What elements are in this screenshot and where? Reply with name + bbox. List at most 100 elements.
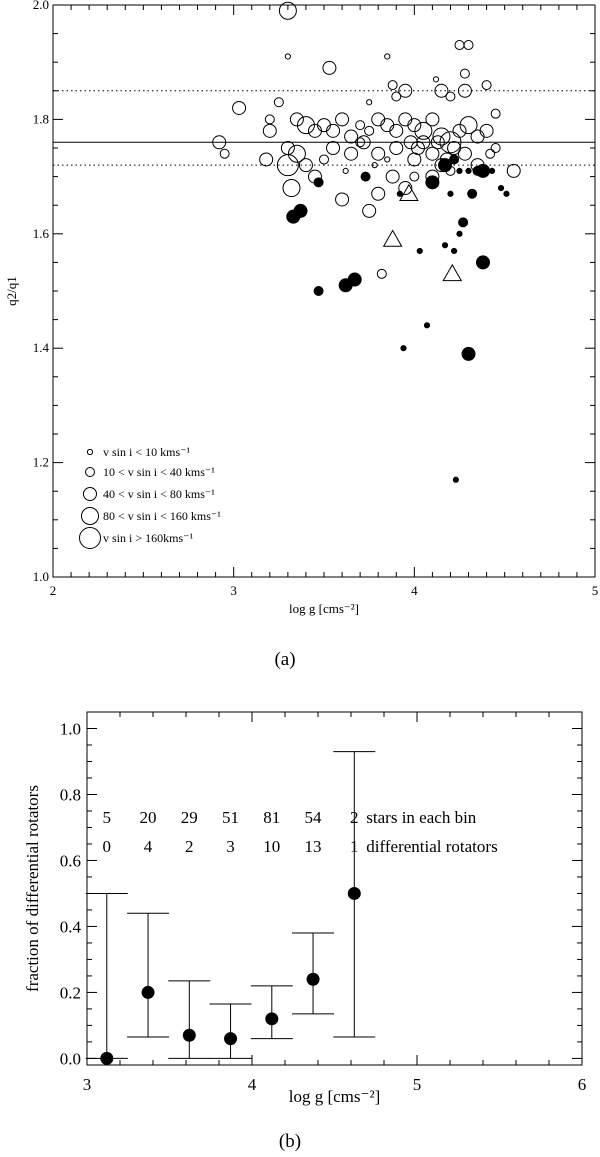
panel-b-caption: (b) xyxy=(279,1131,301,1152)
filled-circle-point xyxy=(360,171,371,182)
filled-circle-point xyxy=(456,230,463,237)
filled-circle-point xyxy=(475,163,490,178)
legend-symbol xyxy=(79,527,101,549)
open-circle-point xyxy=(389,141,404,155)
open-circle-point xyxy=(385,169,400,184)
stars-count: 20 xyxy=(140,808,157,827)
open-circle-point xyxy=(307,123,322,138)
open-circle-point xyxy=(371,112,386,127)
x-tick-label: 6 xyxy=(578,1075,587,1094)
y-tick-label: 2.0 xyxy=(33,0,49,12)
open-circle-point xyxy=(452,123,467,138)
open-circle-point xyxy=(282,179,301,198)
open-circle-point xyxy=(432,127,451,146)
open-circle-point xyxy=(407,118,422,133)
open-circle-point xyxy=(326,123,341,138)
open-circle-point xyxy=(335,112,350,127)
open-circle-point xyxy=(463,40,474,51)
open-circle-point xyxy=(364,125,375,136)
open-circle-point xyxy=(398,112,413,127)
filled-circle-point xyxy=(447,190,454,197)
stars-row-label: stars in each bin xyxy=(366,808,476,827)
legend-entry: v sin i > 160kms⁻¹ xyxy=(103,531,193,545)
open-circle-point xyxy=(389,123,404,138)
open-circle-point xyxy=(344,129,359,144)
open-circle-point xyxy=(296,116,315,135)
open-circle-point xyxy=(212,135,227,150)
legend-symbol xyxy=(81,507,99,525)
y-tick-label: 0.2 xyxy=(60,983,81,1002)
open-circle-point xyxy=(403,135,418,150)
x-tick-label: 2 xyxy=(50,583,57,598)
open-circle-point xyxy=(371,146,386,161)
panel-b-errorbar-plot: 3 4 5 60.00.20.40.60.81.0 5 20 29 51 81 54 20 4 2 3 1… xyxy=(23,711,587,1152)
open-circle-point xyxy=(262,123,277,138)
filled-circle-point xyxy=(461,346,476,361)
open-circle-point xyxy=(380,118,395,133)
open-circle-point xyxy=(276,154,299,177)
open-circle-point xyxy=(410,141,425,155)
open-circle-point xyxy=(445,91,456,102)
panel-a-legend: v sin i < 10 kms⁻¹ 10 < v sin i < 40 kms⁻… xyxy=(79,445,221,549)
open-circle-point xyxy=(387,80,398,91)
open-circle-point xyxy=(259,152,274,167)
open-circle-point xyxy=(366,99,373,106)
open-circle-point xyxy=(371,162,378,169)
open-circle-point xyxy=(317,118,331,133)
differential-count: 0 xyxy=(103,837,112,856)
open-circle-point xyxy=(439,131,462,154)
stars-count: 2 xyxy=(350,808,359,827)
open-circle-point xyxy=(287,144,306,163)
fraction-point xyxy=(182,1028,196,1042)
triangle-point xyxy=(382,229,403,247)
open-circle-point xyxy=(481,80,492,91)
y-tick-label: 0.6 xyxy=(60,851,81,870)
filled-circle-point xyxy=(467,188,478,199)
open-circle-point xyxy=(384,53,391,60)
y-tick-label: 0.4 xyxy=(60,917,82,936)
open-circle-point xyxy=(298,158,313,173)
stars-count: 5 xyxy=(103,808,112,827)
filled-circle-point xyxy=(425,175,440,190)
stars-count: 51 xyxy=(222,808,239,827)
filled-circle-point xyxy=(416,247,423,255)
open-circle-point xyxy=(232,100,247,115)
filled-circle-point xyxy=(475,255,490,270)
x-tick-label: 4 xyxy=(411,583,418,598)
filled-circle-point xyxy=(458,217,469,228)
filled-circle-point xyxy=(313,177,324,188)
triangle-point xyxy=(442,263,463,282)
open-circle-point xyxy=(398,83,413,98)
legend-entry: v sin i < 10 kms⁻¹ xyxy=(103,445,190,459)
open-circle-point xyxy=(425,146,440,161)
legend-entry: 10 < v sin i < 40 kms⁻¹ xyxy=(103,465,215,479)
open-circle-point xyxy=(430,135,445,150)
panel-b-data-points xyxy=(100,886,361,1065)
differential-count: 10 xyxy=(263,837,280,856)
open-circle-point xyxy=(384,156,391,163)
stars-count: 54 xyxy=(305,808,323,827)
open-circle-point xyxy=(459,68,470,79)
open-circle-point xyxy=(506,163,521,178)
triangle-point xyxy=(399,183,419,202)
open-circle-point xyxy=(322,60,337,75)
open-circle-point xyxy=(273,97,284,108)
filled-circle-point xyxy=(456,167,463,174)
open-circle-point xyxy=(342,167,349,174)
differential-row-label: differential rotators xyxy=(366,837,497,856)
filled-circle-point xyxy=(488,167,496,174)
open-circle-point xyxy=(490,108,501,119)
stars-count: 29 xyxy=(181,808,198,827)
y-tick-label: 1.6 xyxy=(33,226,50,241)
legend-symbol xyxy=(83,487,97,501)
stars-count: 81 xyxy=(263,808,280,827)
legend-entry: 80 < v sin i < 160 kms⁻¹ xyxy=(103,509,221,523)
open-circle-point xyxy=(485,148,496,159)
open-circle-point xyxy=(335,192,350,207)
x-tick-label: 5 xyxy=(413,1075,422,1094)
filled-circle-point xyxy=(449,154,460,165)
filled-circle-point xyxy=(400,345,407,352)
filled-circle-point xyxy=(313,286,324,296)
open-circle-point xyxy=(278,1,297,20)
